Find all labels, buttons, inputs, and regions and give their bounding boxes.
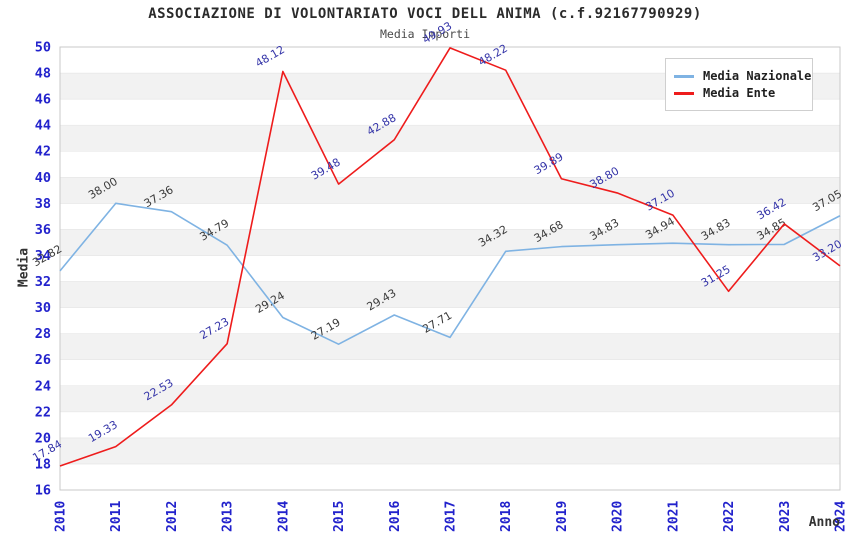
y-tick-label: 16	[35, 483, 51, 499]
y-tick-label: 38	[35, 196, 51, 212]
legend-label: Media Nazionale	[703, 69, 812, 83]
x-tick-label: 2013	[221, 501, 236, 532]
y-tick-label: 36	[35, 222, 51, 238]
legend-line-nazionale-swatch-icon	[674, 74, 694, 78]
x-tick-label: 2011	[109, 501, 124, 532]
data-point-label-media-nazionale: 32.82	[30, 242, 64, 269]
x-tick-label: 2020	[611, 501, 626, 532]
legend-item-media-nazionale: Media Nazionale	[674, 69, 811, 83]
y-tick-label: 44	[35, 118, 51, 134]
legend-line-ente-swatch-icon	[674, 91, 694, 95]
plot-band	[59, 437, 841, 465]
series-line-media-nazionale	[59, 202, 841, 346]
y-tick-label: 26	[35, 352, 51, 368]
y-tick-label: 20	[35, 430, 51, 446]
plot-band	[59, 411, 841, 439]
x-tick-label: 2018	[499, 501, 514, 532]
x-tick-label: 2015	[332, 501, 347, 532]
plot-band	[59, 150, 841, 178]
x-tick-label: 2019	[555, 501, 570, 532]
plot-band	[59, 307, 841, 334]
plot-band	[59, 281, 841, 308]
y-tick-label: 24	[35, 378, 51, 394]
chart-title: ASSOCIAZIONE DI VOLONTARIATO VOCI DELL A…	[148, 6, 702, 22]
plot-band	[59, 177, 841, 204]
y-axis-label: Media	[16, 247, 32, 288]
plot-band	[59, 229, 841, 256]
plot-band	[59, 463, 841, 491]
x-tick-label: 2012	[165, 501, 180, 532]
series-line-media-ente	[59, 47, 841, 467]
plot-band	[59, 359, 841, 387]
plot-band	[59, 385, 841, 413]
x-tick-label: 2023	[778, 501, 793, 532]
plot-band	[59, 124, 841, 152]
y-tick-label: 28	[35, 326, 51, 342]
y-tick-label: 40	[35, 170, 51, 186]
x-tick-label: 2010	[54, 501, 69, 532]
y-tick-label: 34	[35, 248, 51, 264]
chart-subtitle: Media Importi	[379, 27, 470, 41]
x-axis-label: Anno	[808, 515, 840, 530]
x-tick-label: 2016	[388, 501, 403, 532]
x-tick-label: 2017	[444, 501, 459, 532]
data-point-label-media-ente: 49.93	[420, 19, 454, 46]
y-tick-label: 48	[35, 66, 51, 82]
y-tick-label: 46	[35, 92, 51, 108]
y-tick-label: 32	[35, 274, 51, 290]
legend: Media Nazionale Media Ente	[665, 58, 813, 111]
y-tick-label: 42	[35, 144, 51, 160]
legend-item-media-ente: Media Ente	[674, 86, 804, 100]
x-tick-label: 2022	[722, 501, 737, 532]
legend-label: Media Ente	[703, 86, 776, 100]
plot-band	[59, 255, 841, 282]
y-tick-label: 50	[35, 40, 51, 56]
x-tick-label: 2024	[834, 501, 849, 532]
x-tick-label: 2014	[276, 501, 291, 532]
y-tick-label: 30	[35, 300, 51, 316]
plot-border	[59, 46, 841, 491]
y-tick-label: 22	[35, 404, 51, 420]
y-tick-label: 18	[35, 456, 51, 472]
x-tick-label: 2021	[666, 501, 681, 532]
